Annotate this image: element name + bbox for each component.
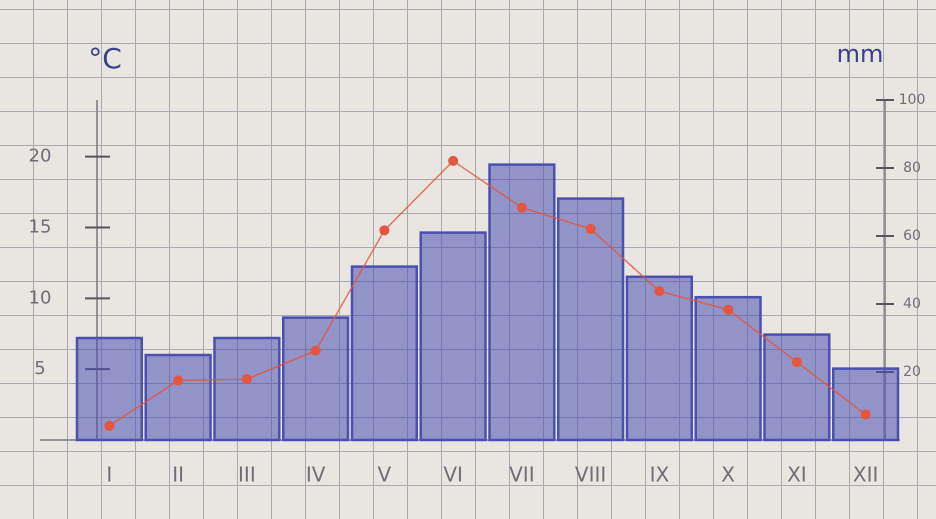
y-tick-label: 5 <box>34 358 45 379</box>
y2-tick-label: 40 <box>903 296 921 312</box>
y2-axis-label: mm <box>837 40 884 68</box>
x-tick-label: IV <box>306 463 326 487</box>
point <box>654 286 665 297</box>
point <box>723 304 734 315</box>
x-tick-label: X <box>721 463 735 487</box>
x-tick-label: II <box>172 463 184 487</box>
x-tick-label: XI <box>787 463 807 487</box>
bar <box>419 231 487 442</box>
x-tick-label: VIII <box>575 463 606 487</box>
point <box>448 155 459 166</box>
x-tick-label: I <box>106 463 112 487</box>
x-tick-label: VI <box>443 463 463 487</box>
bar <box>625 275 693 442</box>
bar <box>557 197 625 442</box>
bar <box>763 333 831 442</box>
bar <box>213 336 281 442</box>
y-tick-label: 10 <box>29 287 52 308</box>
x-tick-label: III <box>238 463 256 487</box>
x-tick-label: IX <box>650 463 670 487</box>
line <box>108 159 867 427</box>
y-tick-label: 20 <box>29 146 52 167</box>
point <box>516 202 527 213</box>
point <box>241 374 252 385</box>
bar <box>832 367 900 442</box>
point <box>379 225 390 236</box>
bar <box>350 265 418 442</box>
y2-tick-label: 100 <box>899 92 926 108</box>
x-tick-label: V <box>378 463 392 487</box>
point <box>860 409 871 420</box>
x-tick-label: VII <box>509 463 534 487</box>
y2-tick-label: 20 <box>903 364 921 380</box>
bar <box>282 316 350 442</box>
bar <box>694 295 762 442</box>
point <box>104 420 115 431</box>
y-tick-label: 15 <box>29 217 52 238</box>
y-axis-label: °C <box>88 42 122 75</box>
point <box>585 223 596 234</box>
point <box>310 345 321 356</box>
point <box>173 375 184 386</box>
bar <box>144 353 212 442</box>
y2-tick-label: 80 <box>903 160 921 176</box>
point <box>791 357 802 368</box>
y2-tick-label: 60 <box>903 228 921 244</box>
x-tick-label: XII <box>853 463 879 487</box>
